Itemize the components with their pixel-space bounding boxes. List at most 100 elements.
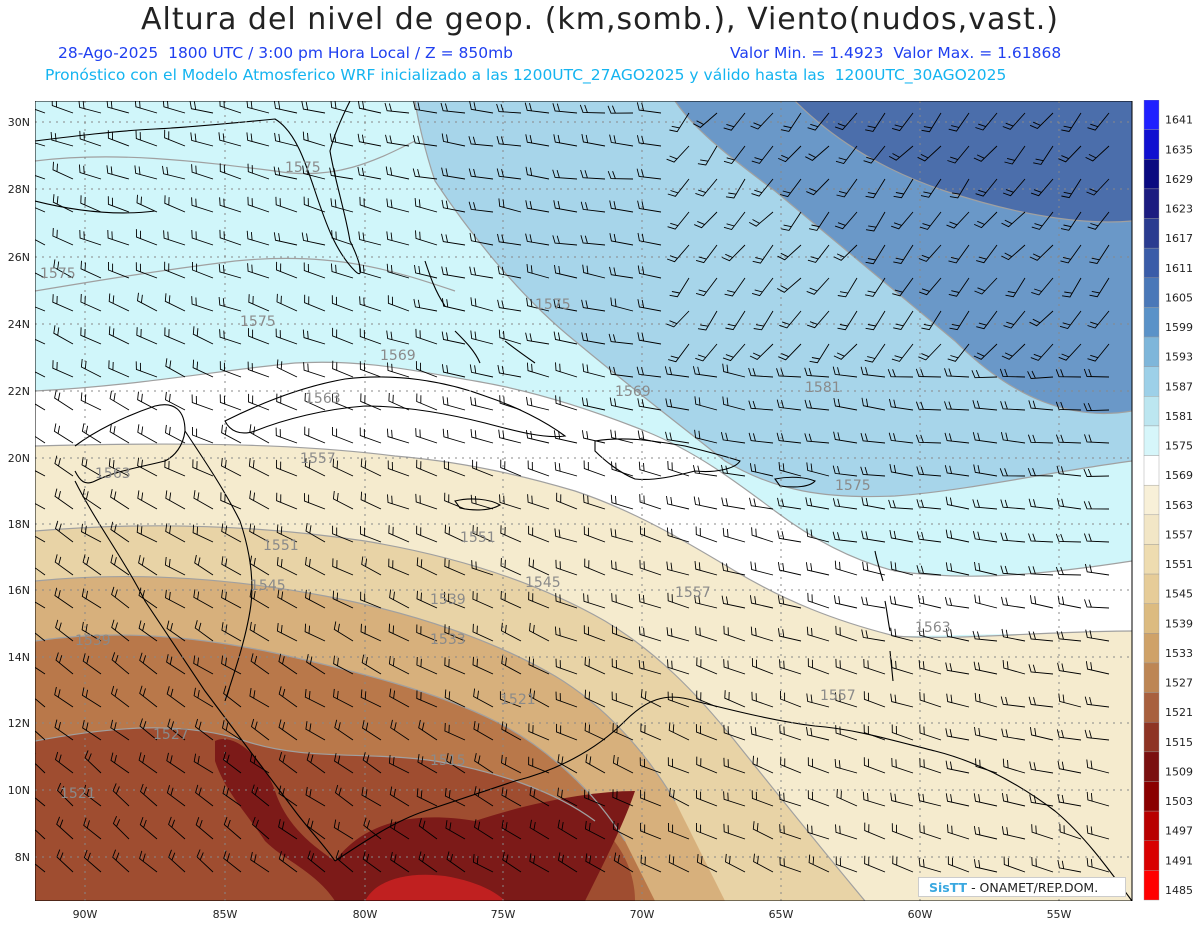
wind-barb <box>138 555 158 576</box>
colorbar: 1641 1635 1629 1623 1617 1611 1605 1599 1593 1587… <box>1143 100 1193 901</box>
wind-barb <box>388 558 410 576</box>
wind-barb <box>945 662 970 675</box>
wind-barb <box>972 432 998 444</box>
wind-barb <box>975 112 998 131</box>
wind-barb <box>472 656 494 675</box>
wind-barb <box>1002 178 1026 197</box>
wind-barb <box>695 277 718 297</box>
wind-barb <box>307 850 326 873</box>
wind-barb <box>947 856 970 873</box>
wind-barb <box>524 102 550 114</box>
wind-barb <box>696 854 718 873</box>
contour-labels: 1575 1575 1575 1575 1569 1569 1581 1563 … <box>40 160 951 802</box>
wind-barb <box>806 528 830 543</box>
colorbar-label: 1527 <box>1165 677 1193 690</box>
wind-barb <box>837 277 858 298</box>
wind-barb <box>81 588 102 609</box>
wind-barb <box>333 753 354 774</box>
wind-barb <box>1029 310 1054 327</box>
wind-barb <box>251 816 270 840</box>
wind-barb <box>609 397 634 411</box>
wind-barb <box>610 528 634 543</box>
wind-barb <box>219 394 242 411</box>
wind-barb <box>832 498 858 510</box>
wind-barb <box>639 757 662 774</box>
wind-barb <box>219 361 242 378</box>
wind-barb <box>752 821 774 840</box>
wind-barb <box>835 145 858 165</box>
wind-barb <box>750 626 774 642</box>
wind-barb <box>468 136 494 147</box>
wind-barb <box>35 666 46 675</box>
wind-barb <box>221 424 242 444</box>
wind-barb <box>442 396 466 411</box>
wind-barb <box>665 398 690 411</box>
wind-barb <box>500 459 522 477</box>
lon-label: 80W <box>353 908 378 921</box>
wind-barb <box>1001 244 1026 261</box>
wind-barb <box>611 625 634 642</box>
wind-barb <box>584 558 606 576</box>
contour-label: 1533 <box>430 632 466 648</box>
wind-barb <box>1056 630 1082 642</box>
colorbar-label: 1623 <box>1165 203 1193 216</box>
wind-barb <box>748 211 774 227</box>
wind-barb <box>863 724 886 741</box>
wind-barb <box>583 625 606 642</box>
wind-barb <box>164 195 186 213</box>
wind-barb <box>776 399 802 411</box>
sistt-logo: SisTT <box>929 880 968 895</box>
wind-barb <box>833 398 858 411</box>
wind-barb <box>135 229 158 246</box>
wind-barb <box>56 782 74 807</box>
wind-barb <box>918 857 942 873</box>
wind-barb <box>52 227 74 246</box>
wind-barb <box>361 720 382 741</box>
wind-barb <box>78 164 102 180</box>
wind-barb <box>1001 343 1026 360</box>
wind-barb <box>696 790 718 807</box>
colorbar-swatch <box>1143 366 1160 397</box>
wind-barb <box>973 343 998 360</box>
wind-barb <box>806 462 830 477</box>
wind-barb <box>580 169 606 180</box>
wind-barb <box>639 526 662 543</box>
wind-barb <box>667 178 690 197</box>
wind-barb <box>972 630 998 642</box>
wind-barb <box>944 596 970 609</box>
wind-barb <box>304 426 326 444</box>
wind-barb <box>196 849 214 873</box>
contour-label: 1563 <box>915 620 951 636</box>
wind-barb <box>164 556 186 576</box>
wind-barb <box>412 168 438 180</box>
wind-barb <box>834 211 858 230</box>
colorbar-label: 1509 <box>1165 765 1193 778</box>
colorbar-label: 1521 <box>1165 706 1193 719</box>
wind-barb <box>219 163 242 180</box>
wind-barb <box>80 195 102 213</box>
wind-barb <box>110 554 130 576</box>
wind-barb <box>947 824 970 840</box>
colorbar-swatch <box>1143 633 1160 664</box>
colorbar-label: 1491 <box>1165 854 1193 867</box>
wind-barb <box>275 427 298 444</box>
lat-label: 30N <box>8 116 30 129</box>
wind-barb <box>304 392 326 411</box>
wind-barb <box>472 459 494 477</box>
wind-barb <box>919 824 942 840</box>
wind-barb <box>441 233 466 246</box>
wind-barb <box>1089 244 1110 265</box>
colorbar-label: 1485 <box>1165 884 1193 897</box>
wind-barb <box>865 211 886 232</box>
wind-barb <box>359 196 382 213</box>
lon-label: 90W <box>73 908 98 921</box>
wind-barb <box>496 103 522 114</box>
wind-barb <box>776 368 802 378</box>
wind-barb <box>330 263 354 279</box>
wind-barb <box>112 849 130 873</box>
wind-barb <box>553 200 578 213</box>
wind-barb <box>1028 533 1054 543</box>
wind-barb <box>554 461 578 477</box>
wind-barb <box>415 428 438 444</box>
wind-barb <box>82 653 102 675</box>
